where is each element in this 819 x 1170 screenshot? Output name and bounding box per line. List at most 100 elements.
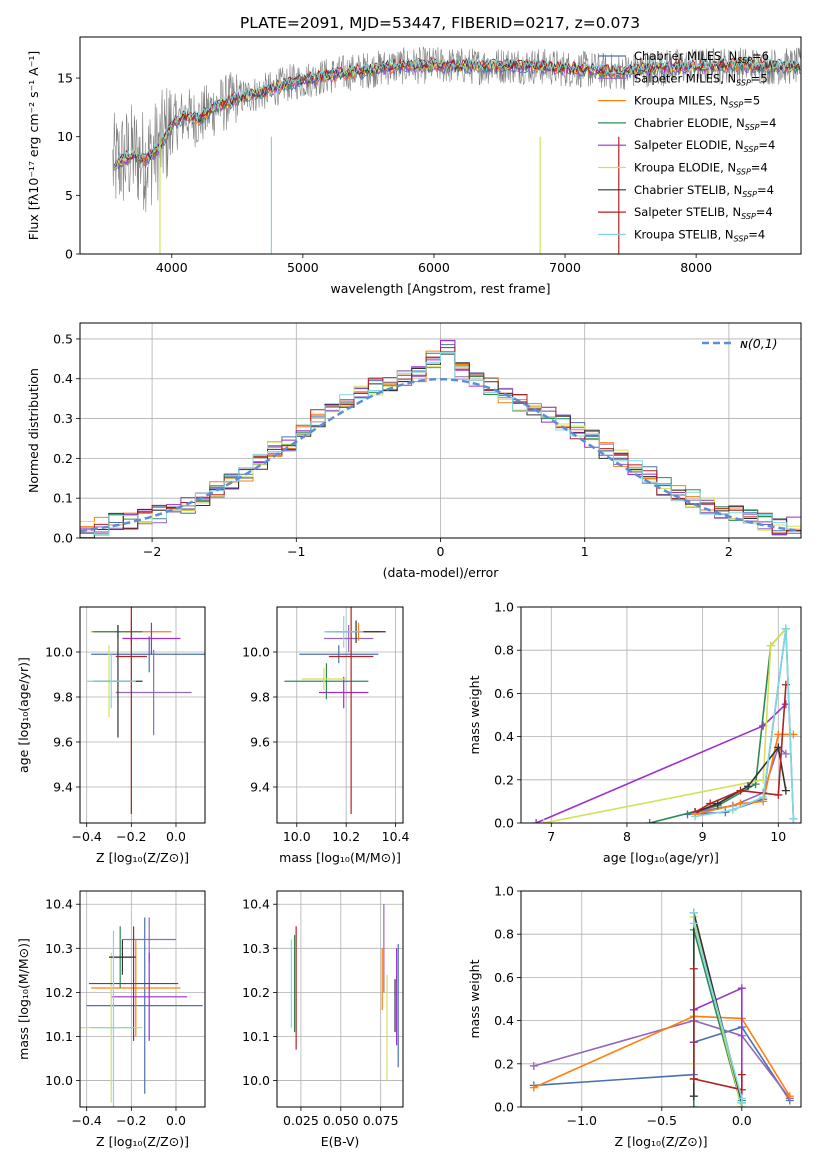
legend-label: Salpeter ELODIE, NSSP=4 bbox=[634, 138, 775, 154]
y-tick-label: 0.3 bbox=[53, 411, 73, 426]
legend-label: Salpeter MILES, NSSP=5 bbox=[634, 71, 768, 87]
age-vs-mass-panel: 10.0 10.2 10.4 9.4 9.6 9.8 10.0 mass [log₁₀(M/M… bbox=[242, 606, 410, 865]
y-tick-label: 0.8 bbox=[494, 927, 514, 942]
plus-marker bbox=[744, 782, 753, 791]
x-tick-label: −2 bbox=[143, 544, 161, 559]
mass-vs-ebv-plot-area bbox=[290, 904, 399, 1081]
plus-marker bbox=[774, 730, 783, 739]
x-axis-label: (data-model)/error bbox=[383, 565, 500, 580]
x-axis-label: Z [log₁₀(Z/Z⊙)] bbox=[615, 1134, 708, 1149]
plus-marker bbox=[529, 1083, 538, 1092]
y-axis-label: age [log₁₀(age/yr)] bbox=[16, 657, 31, 773]
axes-frame bbox=[79, 606, 206, 824]
error-bar-point bbox=[115, 649, 192, 736]
mass-weight-series-5 bbox=[543, 628, 787, 823]
error-bar-point bbox=[323, 625, 374, 652]
y-tick-label: 0.0 bbox=[53, 531, 73, 546]
error-bar-point bbox=[328, 607, 374, 814]
x-axis-label: E(B-V) bbox=[321, 1134, 360, 1149]
mass-weight-series-1 bbox=[533, 1019, 791, 1099]
massweight-vs-age-plot-area bbox=[532, 624, 798, 823]
x-axis-label: Z [log₁₀(Z/Z⊙)] bbox=[96, 1134, 189, 1149]
plus-marker bbox=[529, 1061, 538, 1070]
mass-vs-Z-panel: −0.4 −0.2 0.0 10.0 10.1 10.2 10.3 10.4 Z [log₁₀(… bbox=[16, 890, 206, 1149]
y-tick-label: 9.6 bbox=[250, 735, 270, 750]
plus-marker bbox=[737, 1070, 746, 1079]
x-axis-label: mass [log₁₀(M/M⊙)] bbox=[279, 850, 401, 865]
mass-weight-series-4 bbox=[535, 703, 787, 823]
y-tick-label: 0.2 bbox=[494, 1056, 514, 1071]
y-tick-label: 10.0 bbox=[242, 1073, 270, 1088]
x-tick-label: 9 bbox=[699, 829, 707, 844]
axes-frame bbox=[79, 36, 802, 255]
error-bar-point bbox=[91, 930, 136, 1107]
y-tick-label: 9.4 bbox=[53, 780, 73, 795]
mass-vs-Z-plot-area bbox=[80, 917, 203, 1107]
error-bar-point bbox=[122, 622, 181, 655]
plus-marker bbox=[789, 814, 798, 823]
plus-marker bbox=[728, 806, 737, 815]
y-tick-label: 0.0 bbox=[494, 1100, 514, 1115]
y-tick-label: 0.2 bbox=[53, 451, 73, 466]
plus-marker bbox=[689, 919, 698, 928]
x-tick-label: 10.4 bbox=[382, 829, 410, 844]
y-axis-label: mass weight bbox=[467, 675, 482, 754]
y-tick-label: 0.1 bbox=[53, 491, 73, 506]
legend-label: Kroupa MILES, NSSP=5 bbox=[634, 94, 760, 110]
x-tick-label: 0.075 bbox=[363, 1113, 399, 1128]
mass-vs-ebv-panel: 0.025 0.050 0.075 10.0 10.1 10.2 10.3 10.4 E(B-V… bbox=[242, 890, 404, 1149]
y-axis-label: Normed distribution bbox=[26, 368, 41, 493]
plus-marker bbox=[539, 819, 548, 823]
plus-marker bbox=[736, 786, 745, 795]
error-bar-point bbox=[323, 616, 364, 648]
y-tick-label: 15 bbox=[57, 71, 73, 86]
residuals-panel: −2 −1 0 1 2 0.0 0.1 0.2 0.3 0.4 0.5 (data-model)/er… bbox=[26, 322, 802, 580]
x-tick-label: −0.4 bbox=[72, 829, 102, 844]
x-tick-label: 8000 bbox=[680, 260, 712, 275]
axes-frame bbox=[276, 606, 404, 824]
y-tick-label: 10.2 bbox=[242, 985, 270, 1000]
y-tick-label: 9.4 bbox=[250, 780, 270, 795]
axes-frame bbox=[276, 890, 404, 1108]
plus-marker bbox=[781, 749, 790, 758]
y-tick-label: 0.5 bbox=[53, 331, 73, 346]
axes-frame bbox=[520, 606, 802, 824]
x-tick-label: 2 bbox=[725, 544, 733, 559]
x-tick-label: 0 bbox=[437, 544, 445, 559]
x-axis-label: Z [log₁₀(Z/Z⊙)] bbox=[96, 850, 189, 865]
x-tick-label: 0.0 bbox=[166, 829, 186, 844]
y-tick-label: 1.0 bbox=[494, 884, 514, 899]
y-tick-label: 9.6 bbox=[53, 735, 73, 750]
x-tick-label: 0.0 bbox=[732, 1113, 752, 1128]
plus-marker bbox=[706, 799, 715, 808]
x-tick-label: 0.050 bbox=[323, 1113, 359, 1128]
plus-marker bbox=[689, 1074, 698, 1083]
plus-marker bbox=[759, 793, 768, 802]
y-tick-label: 10.3 bbox=[45, 941, 73, 956]
y-tick-label: 0.4 bbox=[494, 1013, 514, 1028]
residuals-plot-area bbox=[80, 339, 801, 538]
legend-label: Kroupa STELIB, NSSP=4 bbox=[634, 227, 765, 243]
legend-label: Salpeter STELIB, NSSP=4 bbox=[634, 205, 773, 221]
spectrum-data-line bbox=[112, 45, 801, 213]
error-bar-point bbox=[319, 676, 369, 709]
normal-curve bbox=[80, 377, 799, 533]
spectrum-panel: 4000 5000 6000 7000 8000 0 5 10 15 wavelength [An… bbox=[26, 36, 802, 296]
x-tick-label: 1 bbox=[581, 544, 589, 559]
massweight-vs-age-panel: 7 8 9 10 0.0 0.2 0.4 0.6 0.8 1.0 age [log₁₀(age/yr… bbox=[467, 600, 802, 865]
x-tick-label: 10.0 bbox=[283, 829, 311, 844]
y-tick-label: 9.8 bbox=[250, 690, 270, 705]
plus-marker bbox=[774, 790, 783, 799]
x-tick-label: 0.025 bbox=[283, 1113, 319, 1128]
y-tick-label: 0.4 bbox=[53, 371, 73, 386]
axes-frame bbox=[520, 890, 802, 1108]
y-tick-label: 10.4 bbox=[45, 897, 73, 912]
legend-label: Chabrier ELODIE, NSSP=4 bbox=[634, 116, 776, 132]
spectrum-plot-area bbox=[112, 45, 801, 254]
x-tick-label: 10.2 bbox=[332, 829, 360, 844]
y-tick-label: 10.2 bbox=[45, 985, 73, 1000]
age-vs-mass-plot-area bbox=[284, 607, 386, 814]
plus-marker bbox=[689, 1103, 698, 1107]
y-tick-label: 10.0 bbox=[242, 645, 270, 660]
